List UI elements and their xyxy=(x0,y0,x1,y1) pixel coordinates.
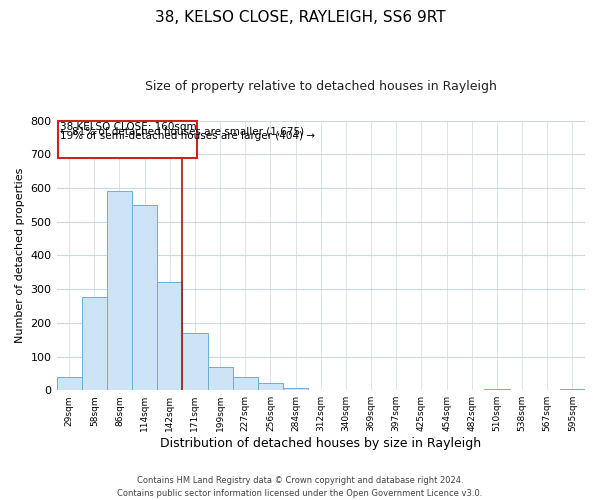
Bar xyxy=(233,378,258,390)
Y-axis label: Number of detached properties: Number of detached properties xyxy=(15,168,25,343)
Bar xyxy=(283,388,308,390)
FancyBboxPatch shape xyxy=(58,120,197,158)
Title: Size of property relative to detached houses in Rayleigh: Size of property relative to detached ho… xyxy=(145,80,497,93)
Bar xyxy=(560,388,585,390)
Text: 38, KELSO CLOSE, RAYLEIGH, SS6 9RT: 38, KELSO CLOSE, RAYLEIGH, SS6 9RT xyxy=(155,10,445,25)
Bar xyxy=(132,206,157,390)
Bar xyxy=(107,190,132,390)
Text: Contains HM Land Registry data © Crown copyright and database right 2024.
Contai: Contains HM Land Registry data © Crown c… xyxy=(118,476,482,498)
Bar xyxy=(208,368,233,390)
Text: 19% of semi-detached houses are larger (404) →: 19% of semi-detached houses are larger (… xyxy=(61,131,316,141)
Text: 38 KELSO CLOSE: 160sqm: 38 KELSO CLOSE: 160sqm xyxy=(61,122,197,132)
Text: ← 81% of detached houses are smaller (1,675): ← 81% of detached houses are smaller (1,… xyxy=(61,126,304,136)
Bar xyxy=(56,378,82,390)
Bar xyxy=(157,282,182,390)
X-axis label: Distribution of detached houses by size in Rayleigh: Distribution of detached houses by size … xyxy=(160,437,481,450)
Bar xyxy=(82,296,107,390)
Bar xyxy=(182,333,208,390)
Bar xyxy=(258,384,283,390)
Bar xyxy=(484,388,509,390)
